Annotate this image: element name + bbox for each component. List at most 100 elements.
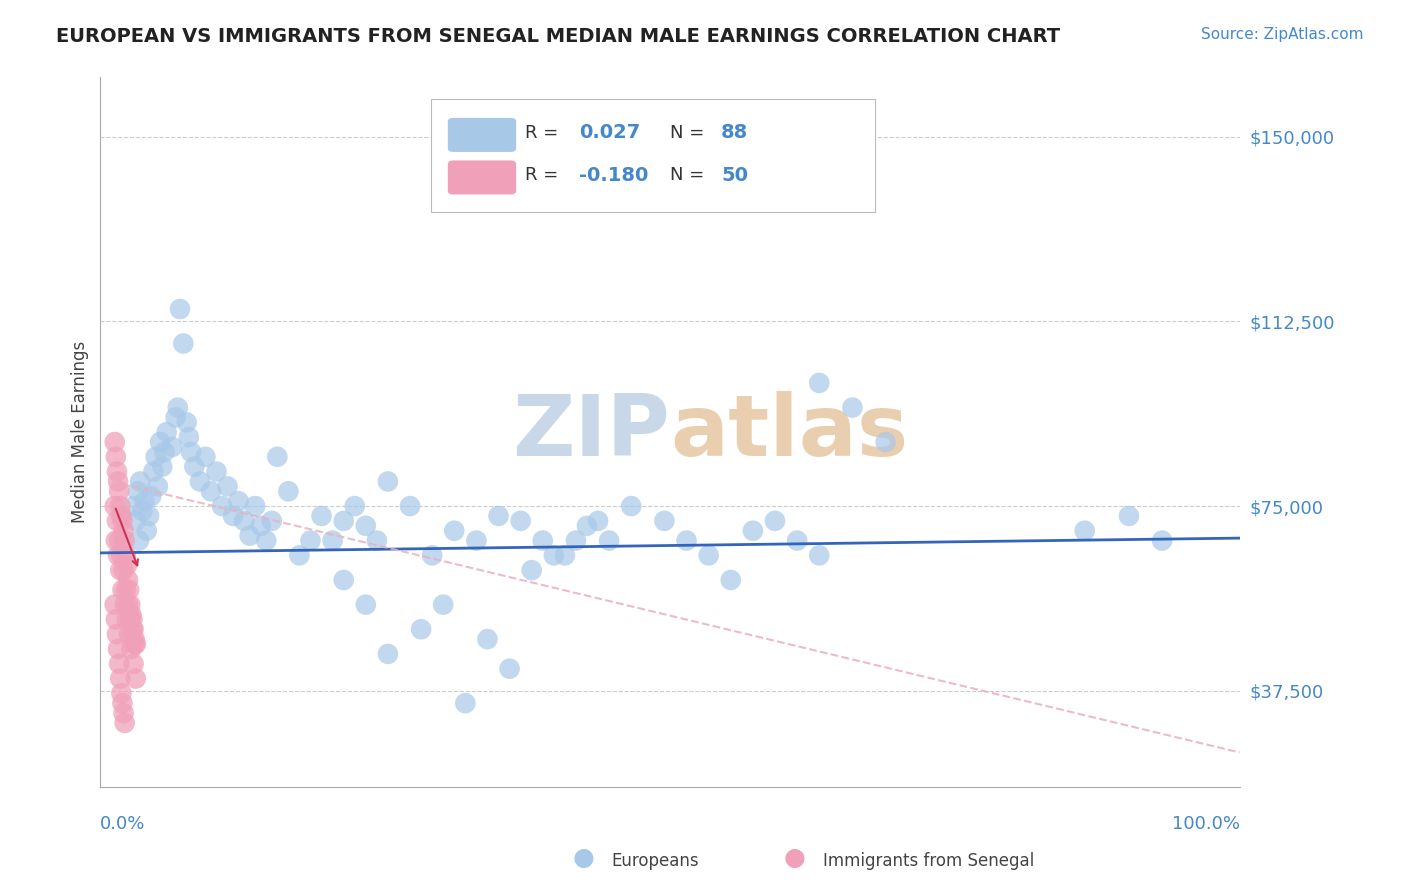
Point — [124, 632, 146, 646]
Point — [586, 514, 609, 528]
Point — [104, 533, 127, 548]
Point — [875, 435, 897, 450]
Point — [115, 558, 138, 573]
Point — [149, 435, 172, 450]
Point — [808, 376, 831, 390]
Point — [420, 549, 443, 563]
Point — [112, 563, 135, 577]
Point — [332, 514, 354, 528]
Text: N =: N = — [669, 166, 710, 185]
Point — [177, 430, 200, 444]
Point — [110, 508, 132, 523]
Text: R =: R = — [526, 124, 564, 142]
Text: 0.027: 0.027 — [579, 123, 640, 143]
Point — [111, 514, 134, 528]
Point — [131, 504, 153, 518]
Point — [107, 549, 129, 563]
Point — [142, 465, 165, 479]
Point — [138, 508, 160, 523]
Point — [134, 494, 156, 508]
Point — [222, 508, 245, 523]
Point — [122, 657, 145, 671]
Point — [366, 533, 388, 548]
Point — [115, 612, 138, 626]
Point — [1118, 508, 1140, 523]
Point — [165, 410, 187, 425]
Point — [112, 706, 135, 720]
Point — [125, 514, 148, 528]
Point — [117, 573, 139, 587]
Text: Immigrants from Senegal: Immigrants from Senegal — [823, 852, 1033, 870]
Point — [125, 672, 148, 686]
Point — [118, 582, 141, 597]
Text: 50: 50 — [721, 166, 748, 185]
Point — [141, 489, 163, 503]
Point — [120, 642, 142, 657]
Point — [120, 607, 142, 622]
FancyBboxPatch shape — [430, 99, 875, 212]
Text: N =: N = — [669, 124, 710, 142]
Point — [127, 484, 149, 499]
Point — [200, 484, 222, 499]
Point — [146, 479, 169, 493]
Point — [112, 524, 135, 538]
Point — [205, 465, 228, 479]
Point — [720, 573, 742, 587]
Point — [169, 301, 191, 316]
Point — [105, 465, 128, 479]
Y-axis label: Median Male Earnings: Median Male Earnings — [72, 341, 89, 524]
Point — [124, 637, 146, 651]
Point — [266, 450, 288, 464]
Point — [741, 524, 763, 538]
Point — [565, 533, 588, 548]
Text: 100.0%: 100.0% — [1171, 815, 1240, 833]
Point — [217, 479, 239, 493]
Point — [249, 518, 271, 533]
Point — [121, 622, 143, 636]
Point — [114, 549, 136, 563]
Point — [1152, 533, 1174, 548]
Point — [104, 499, 127, 513]
Point — [841, 401, 863, 415]
Point — [620, 499, 643, 513]
Point — [520, 563, 543, 577]
Point — [188, 475, 211, 489]
Point — [465, 533, 488, 548]
Point — [150, 459, 173, 474]
Point — [114, 533, 136, 548]
Point — [697, 549, 720, 563]
Point — [166, 401, 188, 415]
Text: ●: ● — [783, 846, 806, 870]
Point — [763, 514, 786, 528]
Point — [254, 533, 277, 548]
Point — [311, 508, 333, 523]
Point — [180, 445, 202, 459]
Point — [108, 484, 131, 499]
Point — [332, 573, 354, 587]
Point — [245, 499, 267, 513]
Point — [129, 475, 152, 489]
Point — [454, 696, 477, 710]
Point — [377, 647, 399, 661]
Text: R =: R = — [526, 166, 564, 185]
Point — [299, 533, 322, 548]
Text: -0.180: -0.180 — [579, 166, 648, 185]
Point — [183, 459, 205, 474]
Point — [145, 450, 167, 464]
Point — [156, 425, 179, 440]
Point — [377, 475, 399, 489]
Text: Source: ZipAtlas.com: Source: ZipAtlas.com — [1201, 27, 1364, 42]
Point — [111, 696, 134, 710]
Text: ZIP: ZIP — [512, 391, 669, 474]
Point — [114, 598, 136, 612]
Point — [808, 549, 831, 563]
Point — [105, 514, 128, 528]
Point — [409, 622, 432, 636]
Text: ●: ● — [572, 846, 595, 870]
Point — [432, 598, 454, 612]
Point — [108, 533, 131, 548]
Point — [128, 533, 150, 548]
Point — [675, 533, 697, 548]
Point — [114, 582, 136, 597]
Point — [443, 524, 465, 538]
